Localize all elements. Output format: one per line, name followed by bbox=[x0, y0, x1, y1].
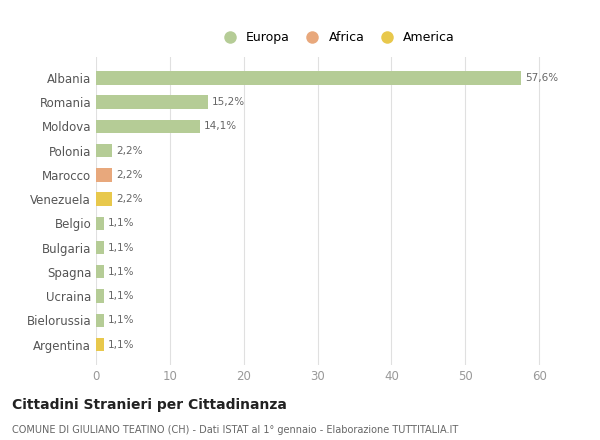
Bar bbox=[96, 192, 112, 206]
Bar bbox=[96, 95, 208, 109]
Text: Cittadini Stranieri per Cittadinanza: Cittadini Stranieri per Cittadinanza bbox=[12, 398, 287, 412]
Text: 14,1%: 14,1% bbox=[204, 121, 237, 132]
Text: COMUNE DI GIULIANO TEATINO (CH) - Dati ISTAT al 1° gennaio - Elaborazione TUTTIT: COMUNE DI GIULIANO TEATINO (CH) - Dati I… bbox=[12, 425, 458, 435]
Text: 2,2%: 2,2% bbox=[116, 194, 142, 204]
Bar bbox=[96, 168, 112, 182]
Text: 2,2%: 2,2% bbox=[116, 146, 142, 156]
Text: 1,1%: 1,1% bbox=[108, 340, 134, 349]
Bar bbox=[96, 265, 104, 279]
Bar bbox=[96, 290, 104, 303]
Bar bbox=[96, 144, 112, 157]
Legend: Europa, Africa, America: Europa, Africa, America bbox=[212, 26, 460, 49]
Bar bbox=[96, 338, 104, 351]
Text: 57,6%: 57,6% bbox=[525, 73, 558, 83]
Bar bbox=[96, 71, 521, 84]
Text: 2,2%: 2,2% bbox=[116, 170, 142, 180]
Text: 1,1%: 1,1% bbox=[108, 315, 134, 325]
Text: 1,1%: 1,1% bbox=[108, 242, 134, 253]
Text: 1,1%: 1,1% bbox=[108, 267, 134, 277]
Text: 15,2%: 15,2% bbox=[212, 97, 245, 107]
Text: 1,1%: 1,1% bbox=[108, 291, 134, 301]
Bar bbox=[96, 241, 104, 254]
Bar bbox=[96, 314, 104, 327]
Text: 1,1%: 1,1% bbox=[108, 218, 134, 228]
Bar bbox=[96, 216, 104, 230]
Bar bbox=[96, 120, 200, 133]
